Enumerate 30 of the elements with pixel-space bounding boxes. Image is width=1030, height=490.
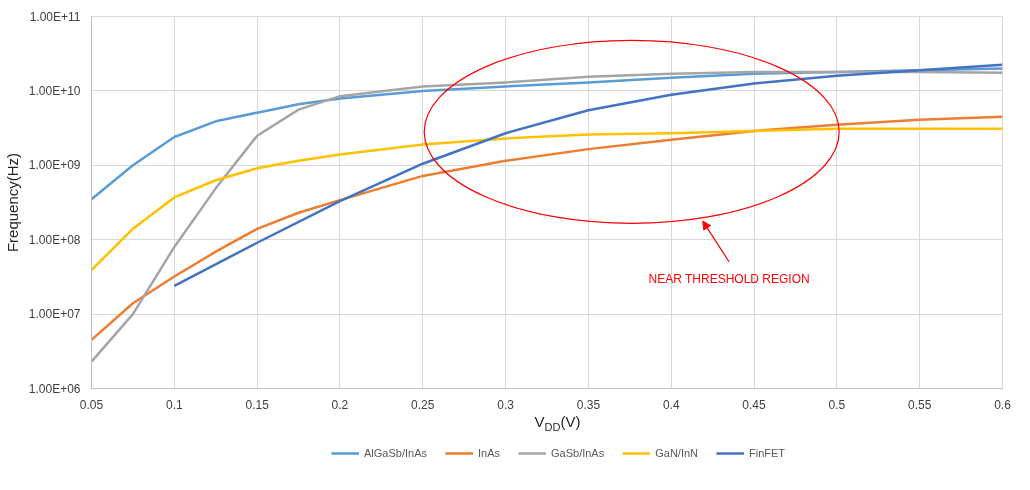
x-tick-label: 0.1 [165,397,183,412]
y-tick-label: 1.00E+06 [28,381,81,396]
legend-label: GaN/InN [655,447,698,459]
x-tick-label: 0.2 [331,397,349,412]
y-tick-label: 1.00E+11 [29,9,81,24]
legend-label: InAs [477,447,500,459]
x-tick-label: 0.45 [742,397,767,412]
legend-label: GaSb/InAs [551,447,605,459]
y-tick-label: 1.00E+07 [28,307,81,322]
legend-label: FinFET [749,447,786,459]
x-tick-label: 0.35 [576,397,601,412]
y-axis-title: Frequency(Hz) [3,152,21,253]
y-tick-label: 1.00E+09 [28,158,81,173]
legend-label: AlGaSb/InAs [364,447,427,459]
y-tick-label: 1.00E+08 [28,232,81,247]
x-tick-label: 0.5 [828,397,846,412]
line-series [173,63,1003,288]
line-series [91,70,1003,363]
x-tick-label: 0.25 [411,397,435,412]
x-tick-label: 0.05 [79,397,104,412]
x-tick-label: 0.4 [662,397,680,412]
x-tick-label: 0.3 [497,397,515,412]
x-tick-label: 0.55 [908,397,932,412]
annotation: NEAR THRESHOLD REGION [648,272,810,287]
x-tick-label: 0.6 [994,397,1012,412]
x-tick-label: 0.15 [245,397,270,412]
line-series [91,115,1003,342]
y-tick-label: 1.00E+10 [28,83,81,98]
line-series [91,127,1003,272]
x-axis-title: V$_{DD}$(V) [533,412,582,435]
